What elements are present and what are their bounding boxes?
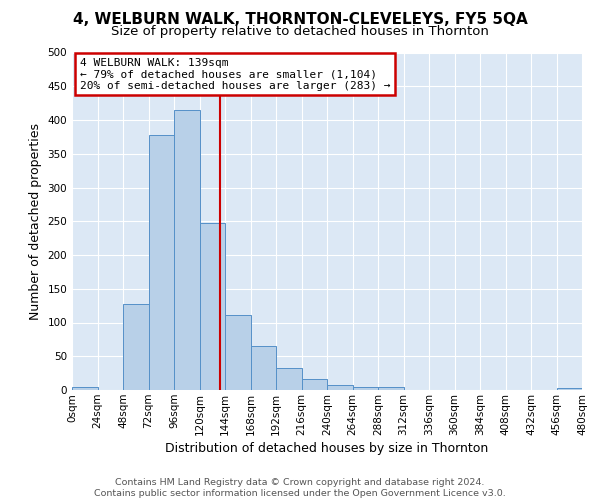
Bar [251,346,276,390]
Bar [557,388,582,390]
Bar [378,388,404,390]
Bar [174,110,199,390]
Text: 4, WELBURN WALK, THORNTON-CLEVELEYS, FY5 5QA: 4, WELBURN WALK, THORNTON-CLEVELEYS, FY5… [73,12,527,28]
Bar [149,135,174,390]
Bar [225,315,251,390]
X-axis label: Distribution of detached houses by size in Thornton: Distribution of detached houses by size … [166,442,488,455]
Text: Contains HM Land Registry data © Crown copyright and database right 2024.
Contai: Contains HM Land Registry data © Crown c… [94,478,506,498]
Bar [302,379,327,390]
Text: Size of property relative to detached houses in Thornton: Size of property relative to detached ho… [111,25,489,38]
Y-axis label: Number of detached properties: Number of detached properties [29,122,42,320]
Bar [72,388,97,390]
Bar [123,304,149,390]
Bar [327,384,353,390]
Bar [353,386,378,390]
Bar [199,224,225,390]
Text: 4 WELBURN WALK: 139sqm
← 79% of detached houses are smaller (1,104)
20% of semi-: 4 WELBURN WALK: 139sqm ← 79% of detached… [80,58,390,91]
Bar [276,368,302,390]
